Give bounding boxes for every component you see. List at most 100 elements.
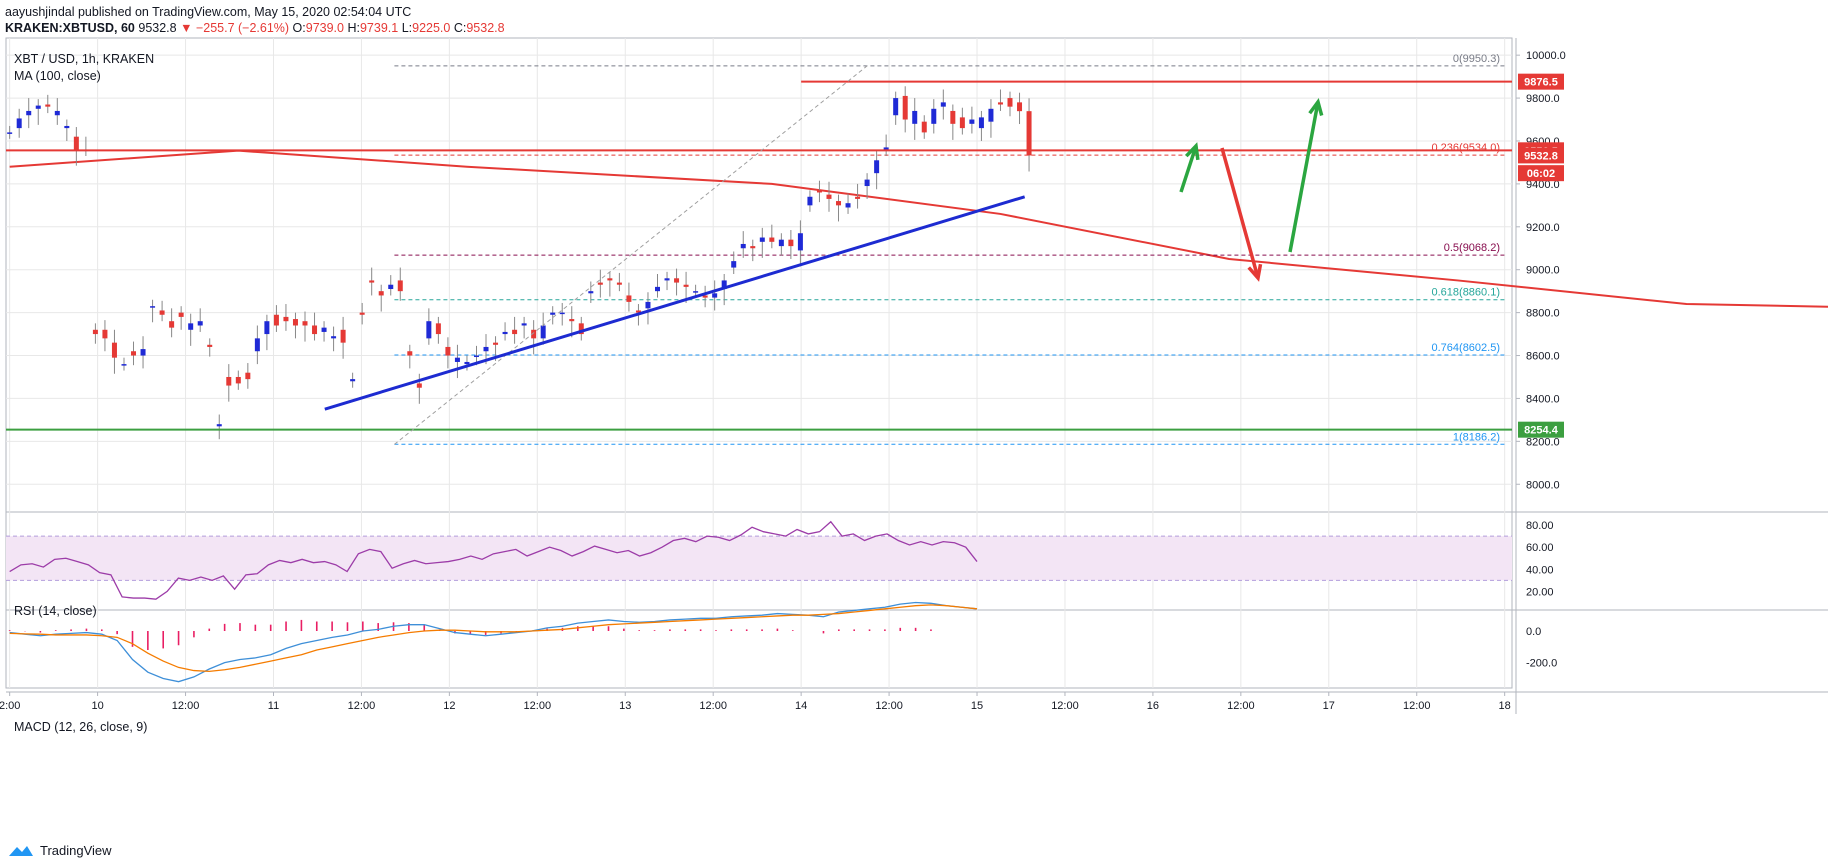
- candle-body: [588, 291, 594, 294]
- candle-body: [569, 319, 575, 322]
- x-tick-label: 12:00: [1227, 700, 1255, 712]
- candle-body: [188, 323, 194, 330]
- x-tick-label: 16: [1147, 700, 1159, 712]
- fib-level-label: 0.618(8860.1): [1432, 287, 1501, 299]
- candle-body: [721, 280, 727, 290]
- candle-body: [959, 117, 965, 129]
- candle-body: [664, 278, 670, 281]
- candle-body: [883, 147, 889, 150]
- candle-body: [45, 104, 51, 107]
- candle-body: [321, 327, 327, 332]
- x-tick-label: 2:00: [0, 700, 20, 712]
- candle-body: [226, 376, 232, 386]
- candle-body: [64, 125, 70, 129]
- price-tag: [1518, 73, 1564, 90]
- macd-line: [9, 601, 978, 683]
- candle-body: [550, 312, 556, 315]
- symbol[interactable]: KRAKEN:XBTUSD, 60: [5, 21, 135, 35]
- candle-body: [864, 179, 870, 187]
- rsi-tick-label: 60.00: [1526, 542, 1554, 554]
- candle-body: [655, 286, 661, 292]
- price-tag: [1518, 147, 1564, 164]
- fib-level-label: 0(9950.3): [1453, 53, 1500, 65]
- candle-body: [454, 357, 460, 362]
- price-tag: [1518, 165, 1564, 182]
- candle-body: [750, 246, 756, 249]
- x-tick-label: 12:00: [1403, 700, 1431, 712]
- candle-body: [102, 329, 108, 339]
- candle-body: [969, 119, 975, 124]
- candle-body: [712, 293, 718, 298]
- price-tag-label: 06:02: [1527, 168, 1555, 180]
- candle-body: [54, 110, 60, 116]
- chart-frame: [5, 37, 1513, 689]
- candle-body: [369, 280, 375, 283]
- rsi-tick-label: 20.00: [1526, 586, 1554, 598]
- candle-body: [759, 237, 765, 242]
- fib-diagonal: [394, 65, 868, 445]
- fib-level-label: 0.764(8602.5): [1432, 342, 1501, 354]
- arrow-down-head: [1247, 263, 1263, 282]
- candle-body: [350, 379, 356, 382]
- candle-body: [635, 310, 641, 313]
- price-tag-label: 9876.5: [1524, 77, 1558, 89]
- fib-level-label: 0.236(9534.0): [1432, 142, 1501, 154]
- candle-body: [1026, 111, 1032, 156]
- candle-body: [464, 361, 470, 365]
- candle-body: [531, 329, 537, 339]
- candle-body: [73, 136, 79, 150]
- candle-body: [597, 282, 603, 285]
- candle-body: [626, 295, 632, 302]
- footer-brand[interactable]: TradingView: [8, 843, 112, 858]
- y-tick-label: 9400.0: [1526, 179, 1560, 191]
- candle-body: [121, 364, 127, 366]
- candle-body: [264, 321, 270, 335]
- candle-body: [340, 329, 346, 343]
- close-value: 9532.8: [466, 21, 505, 35]
- candle-body: [1017, 102, 1023, 112]
- x-tick-label: 12:00: [172, 700, 200, 712]
- candle-body: [826, 194, 832, 199]
- x-tick-label: 13: [619, 700, 631, 712]
- x-tick-label: 14: [795, 700, 807, 712]
- open-value: 9739.0: [305, 21, 344, 35]
- candles: [7, 86, 1032, 440]
- candle-body: [921, 121, 927, 133]
- candle-body: [388, 284, 394, 290]
- pane-title-main: XBT / USD, 1h, KRAKEN: [14, 52, 155, 66]
- price-tag-label: 9532.8: [1524, 150, 1558, 162]
- candle-body: [245, 372, 251, 380]
- candle-body: [807, 196, 813, 206]
- candle-body: [292, 319, 298, 326]
- arrow-up: [1288, 101, 1320, 253]
- candle-body: [836, 201, 842, 206]
- candle-body: [1007, 98, 1013, 107]
- o-label: O:: [292, 21, 306, 35]
- rsi-tick-label: 80.00: [1526, 520, 1554, 532]
- candle-body: [645, 301, 651, 309]
- candle-body: [778, 239, 784, 247]
- candle-body: [512, 329, 518, 335]
- candle-body: [578, 323, 584, 335]
- tradingview-logo-icon: [9, 845, 33, 856]
- rsi-band: [6, 536, 1512, 581]
- candle-body: [16, 118, 22, 129]
- candle-body: [273, 314, 279, 326]
- candle-body: [940, 102, 946, 107]
- price-axis: 8000.0 8200.0 8400.0 8600.0 8800.0 9000.0 9200…: [1516, 50, 1566, 491]
- arrow-down: [1220, 147, 1260, 279]
- candle-body: [111, 342, 117, 358]
- candle-body: [502, 331, 508, 335]
- candle-body: [159, 310, 165, 315]
- footer-brand-label: TradingView: [40, 843, 112, 858]
- y-tick-label: 8800.0: [1526, 308, 1560, 320]
- candle-body: [788, 239, 794, 247]
- candle-body: [674, 278, 680, 283]
- candle-body: [254, 338, 260, 352]
- x-tick-label: 12:00: [875, 700, 903, 712]
- candle-body: [855, 196, 861, 199]
- candle-body: [731, 261, 737, 268]
- fib-levels: 0(9950.3) 0.236(9534.0) 0.5(9068.2) 0.618(8…: [394, 53, 1506, 445]
- x-tick-label: 12:00: [699, 700, 727, 712]
- chart-header: aayushjindal published on TradingView.co…: [5, 4, 505, 36]
